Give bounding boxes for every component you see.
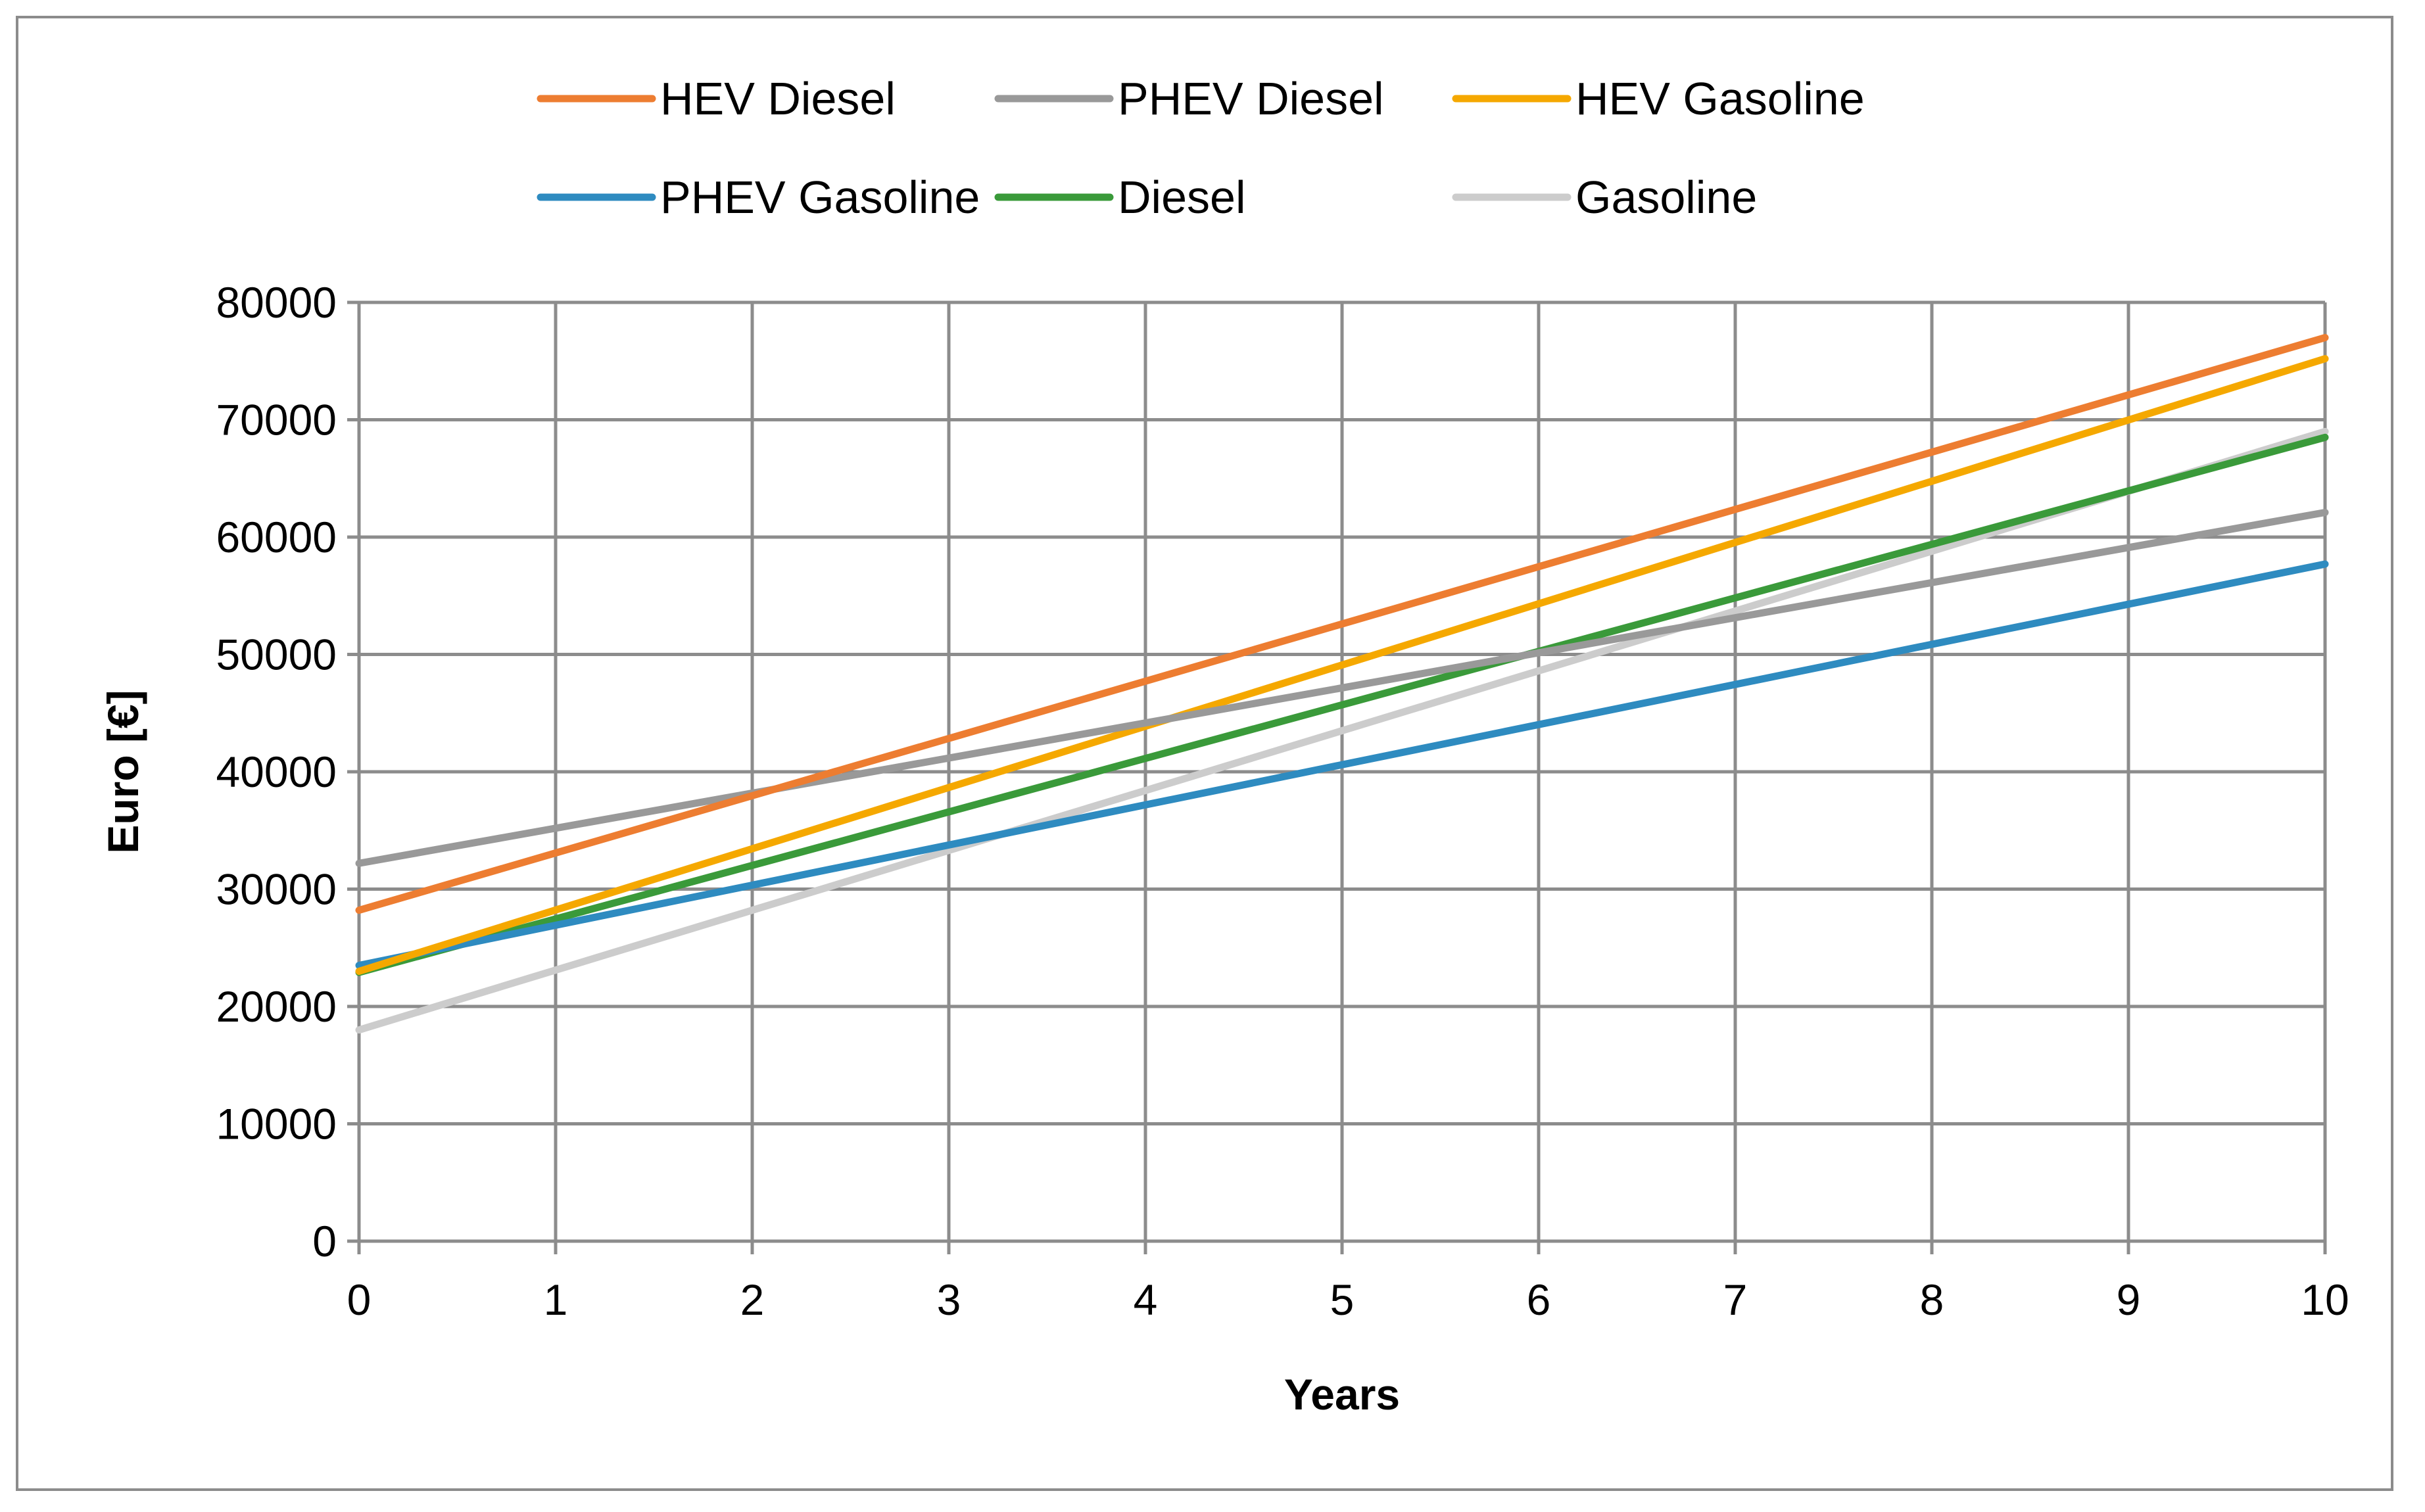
x-tick-label: 2 [740, 1275, 765, 1324]
y-tick-label: 20000 [216, 982, 337, 1031]
series-line-gasoline [355, 427, 2329, 1034]
series-line-hev-gasoline [355, 355, 2329, 975]
y-axis-title: Euro [€] [99, 690, 147, 853]
y-tick-label: 70000 [216, 396, 337, 444]
legend-item-hev-gasoline: HEV Gasoline [1452, 73, 1865, 124]
legend-item-diesel: Diesel [994, 172, 1246, 223]
y-tick-label: 60000 [216, 513, 337, 561]
legend-item-phev-diesel: PHEV Diesel [994, 73, 1384, 124]
legend-label: Diesel [1118, 172, 1246, 223]
series-line-phev-gasoline [355, 560, 2329, 970]
x-tick-label: 1 [544, 1275, 568, 1324]
x-tick-label: 8 [1920, 1275, 1944, 1324]
legend-label: HEV Diesel [660, 73, 896, 124]
chart-frame [16, 16, 2393, 1491]
x-tick-label: 3 [937, 1275, 961, 1324]
x-tick-label: 5 [1330, 1275, 1355, 1324]
x-tick-label: 0 [347, 1275, 372, 1324]
y-tick-label: 10000 [216, 1100, 337, 1148]
x-tick-label: 6 [1527, 1275, 1551, 1324]
x-tick-label: 9 [2117, 1275, 2141, 1324]
legend-label: Gasoline [1575, 172, 1757, 223]
y-tick-label: 50000 [216, 630, 337, 679]
y-tick-label: 80000 [216, 278, 337, 327]
y-tick-label: 0 [312, 1217, 337, 1265]
x-tick-label: 4 [1134, 1275, 1158, 1324]
y-tick-label: 40000 [216, 747, 337, 796]
legend-label: PHEV Gasoline [660, 172, 980, 223]
grid-lines [357, 300, 2327, 1243]
legend-item-gasoline: Gasoline [1452, 172, 1757, 223]
legend-item-phev-gasoline: PHEV Gasoline [537, 172, 980, 223]
series-line-diesel [355, 433, 2329, 976]
series-line-hev-diesel [355, 334, 2329, 914]
axes: 0 10000 20000 30000 40000 50000 60000 70000 8000… [216, 278, 2349, 1324]
x-tick-label: 7 [1723, 1275, 1748, 1324]
series-lines [355, 334, 2329, 1034]
y-tick-label: 30000 [216, 865, 337, 914]
legend-label: HEV Gasoline [1575, 73, 1865, 124]
legend-item-hev-diesel: HEV Diesel [537, 73, 896, 124]
x-tick-label: 10 [2301, 1275, 2349, 1324]
legend-label: PHEV Diesel [1118, 73, 1384, 124]
x-axis-title: Years [1284, 1370, 1400, 1419]
legend: HEV Diesel PHEV Diesel HEV Gasoline PHEV Ga… [537, 73, 1865, 223]
series-line-phev-diesel [355, 509, 2329, 867]
